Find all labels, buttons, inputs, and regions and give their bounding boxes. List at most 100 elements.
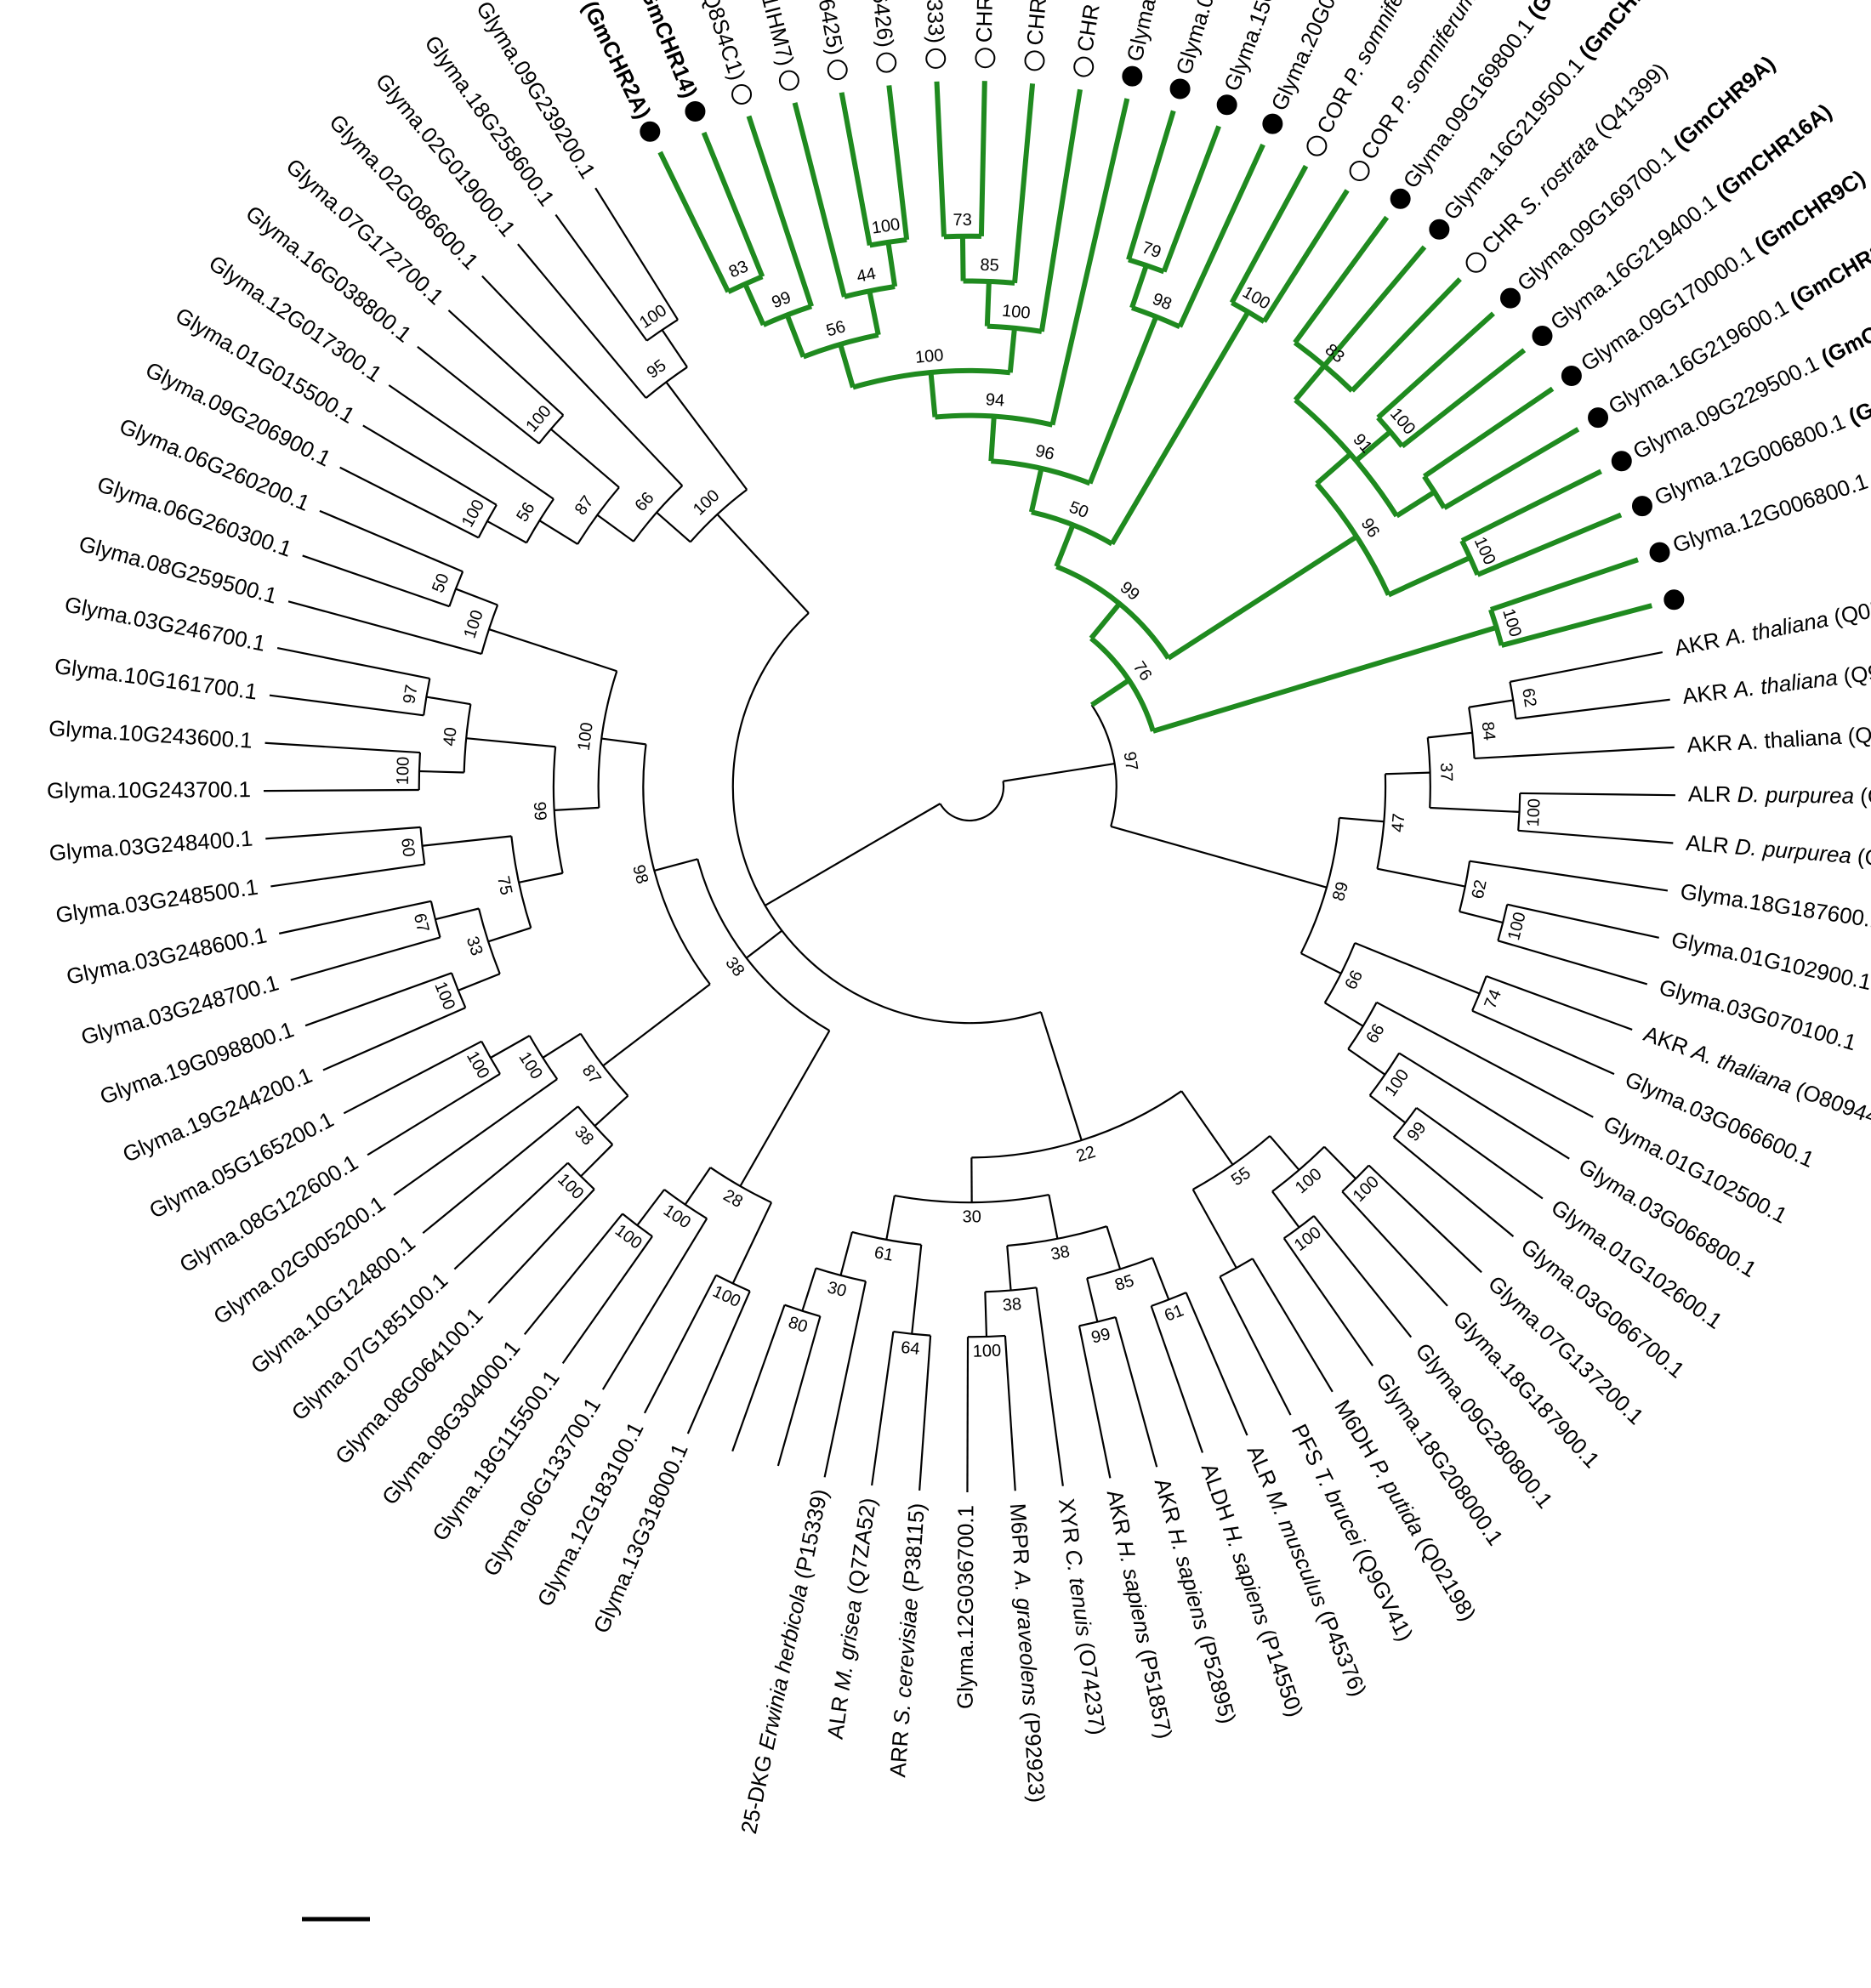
leaf-label-name: Glyma.03G066800.1 [1574, 1153, 1761, 1282]
bootstrap-value: 89 [1329, 880, 1352, 903]
branch-segment [1368, 1164, 1482, 1274]
leaf-label-name: Glyma.02G005200.1 [208, 1190, 390, 1329]
leaf-label-suffix: (P52895) [1191, 1626, 1241, 1726]
bootstrap-value: 99 [530, 801, 549, 821]
leaf-label: Glyma.02G019000.1 [371, 68, 521, 241]
branch-arc [1509, 681, 1517, 719]
leaf-label-name: Glyma.10G161700.1 [54, 653, 259, 705]
branch-segment [1459, 910, 1504, 924]
leaf-label: Glyma.18G115500.1 [427, 1366, 565, 1546]
open-circle-marker [778, 70, 799, 91]
leaf-label-name: Glyma.02G019000.1 [371, 68, 521, 241]
leaf-label-italic: D. purpurea [1737, 781, 1855, 809]
leaf-label-prefix: AKR [1641, 1020, 1698, 1062]
branch-segment [686, 1291, 751, 1434]
leaf-label-italic: A. thaliana [1721, 606, 1830, 651]
branch-segment [1385, 771, 1430, 775]
filled-circle-marker [1169, 78, 1191, 99]
branch-segment [269, 694, 424, 717]
branch-segment [287, 600, 482, 656]
leaf-labels: Glyma.02G307300.1 (GmCHR2A)Glyma.14G0057… [47, 0, 1871, 1836]
branch-arc [943, 233, 981, 240]
bootstrap-value: 100 [870, 215, 901, 238]
branch-segment [554, 806, 600, 811]
filled-circle-marker [640, 121, 661, 142]
bootstrap-value: 33 [463, 934, 486, 958]
branch-arc [1422, 474, 1447, 509]
leaf-label-bold: (GmCHR9A) [1668, 50, 1780, 155]
branch-segment [466, 737, 556, 748]
leaf-label-name: Glyma.10G243600.1 [48, 715, 253, 753]
leaf-label-suffix: (O80944) [1787, 1074, 1871, 1133]
branch-arc [1323, 942, 1356, 1003]
leaf-label-italic: S. cerevisiae [888, 1598, 922, 1726]
branch-segment [1489, 557, 1639, 612]
branch-segment [1229, 164, 1309, 304]
branch-segment [966, 1337, 970, 1493]
leaf-label-prefix: 25-DKG [736, 1747, 778, 1836]
bootstrap-value: 28 [720, 1186, 746, 1212]
leaf-label-prefix: XYR [1054, 1497, 1086, 1551]
branch-segment [1395, 489, 1436, 519]
bootstrap-value: 99 [1117, 578, 1143, 605]
leaf-label-name: Glyma.06G133700.1 [478, 1393, 606, 1581]
bootstrap-value: 79 [1140, 238, 1163, 262]
branch-segment [928, 372, 938, 417]
branch-arc [633, 485, 684, 542]
branch-arc [577, 1105, 614, 1145]
leaf-label-suffix: (Q02198) [1408, 1526, 1481, 1625]
branch-segment [1109, 310, 1251, 546]
leaf-label-name: Glyma.01G102600.1 [1547, 1194, 1727, 1333]
bootstrap-value: 66 [1362, 1021, 1388, 1047]
branch-arc [1086, 1257, 1153, 1280]
bootstrap-value: 100 [394, 756, 413, 785]
bootstrap-value: 100 [1524, 798, 1544, 827]
branch-segment [918, 1335, 932, 1491]
leaf-label-prefix: ALR [1688, 781, 1737, 807]
bootstrap-value: 100 [1292, 1165, 1326, 1197]
branch-segment [1089, 678, 1131, 707]
branch-segment [839, 92, 873, 246]
branch-segment [304, 972, 452, 1027]
branch-segment [417, 345, 540, 445]
leaf-label-italic: P. putida [1365, 1454, 1430, 1540]
branch-segment [1460, 469, 1602, 543]
leaf-label-italic: A. thaliana [1687, 1037, 1796, 1098]
branch-segment [823, 1281, 867, 1478]
open-circle-marker [975, 48, 996, 69]
branch-segment [542, 1032, 582, 1059]
branch-segment [270, 863, 425, 888]
bootstrap-value: 85 [1112, 1271, 1136, 1295]
branch-segment [265, 826, 421, 840]
branch-segment [276, 647, 430, 680]
leaf-label: XYR C. tenuis (O74237) [1054, 1497, 1111, 1736]
branch-arc [697, 859, 830, 1031]
branch-segment [343, 1040, 482, 1115]
leaf-label-italic: D. purpurea [1734, 833, 1852, 868]
leaf-label: ALR D. purpurea (Q9AW92) [1688, 781, 1871, 809]
leaf-label: M6PR A. graveolens (P92923) [1005, 1502, 1050, 1803]
branch-segment [1126, 110, 1176, 261]
branch-segment [654, 858, 698, 872]
branch-segment [959, 236, 966, 281]
leaf-label-prefix: ARR [884, 1724, 913, 1778]
leaf-label: CHR M. sativa (Q40333) [913, 0, 949, 44]
leaf-label: Glyma.03G246700.1 [63, 591, 268, 656]
bootstrap-value: 64 [900, 1338, 920, 1359]
leaf-label: Glyma.03G248400.1 [48, 825, 253, 866]
branch-segment [594, 187, 679, 321]
branch-segment [643, 1275, 718, 1414]
branch-segment [580, 1144, 614, 1178]
leaf-label: Glyma.18G208000.1 [1371, 1368, 1509, 1550]
branch-segment [602, 983, 711, 1067]
branch-arc [1219, 1258, 1254, 1278]
branch-segment [978, 81, 987, 236]
branch-segment [871, 1331, 895, 1486]
open-circle-marker [827, 60, 848, 81]
branch-segment [453, 1162, 569, 1270]
branch-segment [1415, 1106, 1544, 1200]
bootstrap-value: 97 [400, 684, 421, 706]
branch-segment [1251, 1258, 1334, 1393]
leaf-label: AKR A. thaliana (Q84TF0) [1686, 718, 1871, 758]
